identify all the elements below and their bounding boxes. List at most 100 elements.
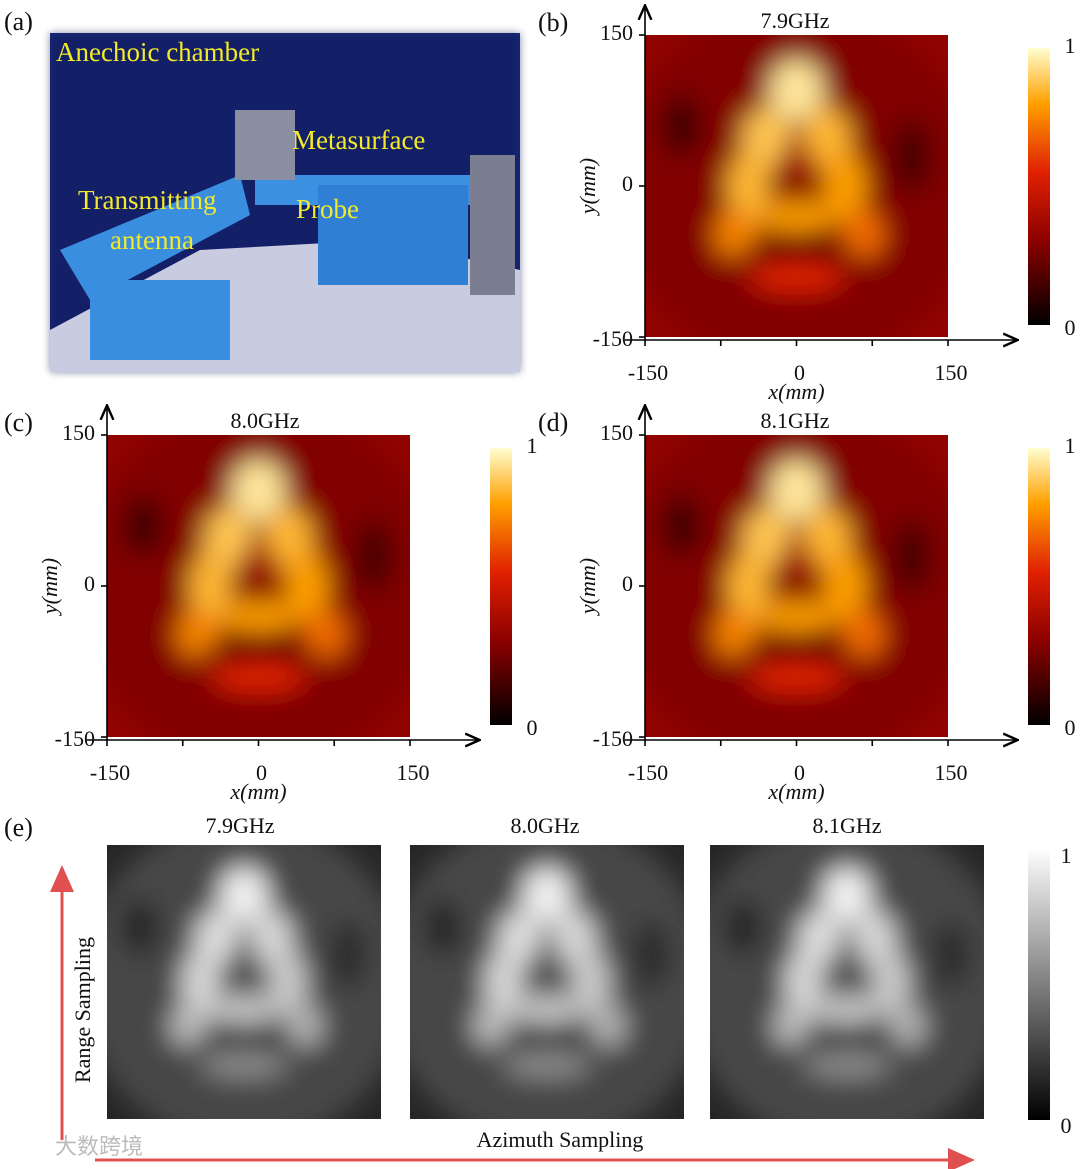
blob (426, 899, 460, 955)
blob (176, 610, 220, 659)
heatmap-blobs (410, 845, 684, 1119)
arrow-label: Range Sampling (70, 937, 95, 1083)
panel-label: (a) (4, 7, 33, 36)
heatmap (645, 435, 948, 737)
blob (823, 552, 867, 620)
colorbar-label: 1 (1061, 843, 1072, 868)
blob (802, 107, 852, 168)
blob (492, 1034, 602, 1051)
annotation: antenna (110, 225, 194, 255)
map-title: 8.0GHz (230, 408, 299, 433)
blob (410, 845, 684, 1119)
blob (830, 943, 864, 977)
block (90, 280, 230, 360)
blob (285, 1003, 324, 1048)
blob (783, 951, 823, 1013)
blob (180, 951, 220, 1013)
blob (802, 507, 852, 568)
panel-label: (e) (4, 813, 33, 842)
blob (194, 910, 239, 966)
heatmap-blobs (645, 435, 948, 737)
y-axis-label: y(mm) (575, 158, 600, 216)
blob (170, 1003, 209, 1048)
blob (634, 921, 668, 988)
blob (219, 866, 269, 922)
heatmap (645, 35, 948, 337)
blob (792, 1034, 902, 1051)
x-tick-label: 0 (794, 360, 805, 385)
blob (710, 845, 984, 1119)
colorbar-label: 1 (527, 433, 538, 458)
blob (757, 601, 836, 632)
blob (125, 495, 162, 556)
blob (285, 552, 329, 620)
blob (107, 435, 410, 737)
colorbar (1028, 48, 1050, 325)
annotation: Metasurface (292, 125, 425, 155)
x-tick-label: -150 (628, 760, 668, 785)
colorbar (1028, 848, 1050, 1120)
x-tick-label: 150 (935, 760, 968, 785)
blob (811, 995, 883, 1024)
blob (522, 866, 572, 922)
y-tick-label: -150 (593, 726, 633, 751)
blob (841, 610, 885, 659)
y-axis-label: y(mm) (37, 558, 62, 616)
colorbar (490, 448, 512, 725)
colorbar (1028, 448, 1050, 725)
blob (203, 507, 253, 568)
blob (741, 107, 791, 168)
y-tick-label: -150 (593, 326, 633, 351)
y-tick-label: -150 (55, 726, 95, 751)
y-tick-label: 0 (84, 571, 95, 596)
blob (841, 210, 885, 259)
blob (769, 459, 824, 520)
blob (552, 910, 597, 966)
map-title: 7.9GHz (205, 813, 274, 838)
blob (797, 910, 842, 966)
blob (197, 643, 320, 662)
colorbar-label: 1 (1065, 33, 1076, 58)
y-axis-label: y(mm) (575, 558, 600, 616)
blob (483, 951, 523, 1013)
blob (240, 543, 277, 580)
blob (888, 1003, 927, 1048)
map-title: 8.0GHz (510, 813, 579, 838)
blob (748, 261, 845, 292)
blob (773, 1003, 812, 1048)
blob (726, 152, 770, 220)
blob (530, 943, 564, 977)
blob (303, 610, 347, 659)
blob (210, 661, 307, 692)
blob (107, 845, 381, 1119)
blob (227, 943, 261, 977)
block (60, 175, 250, 300)
blob (735, 643, 858, 662)
metasurface (235, 110, 295, 180)
heatmap (107, 435, 410, 737)
blob (726, 899, 760, 955)
colorbar-label: 0 (1061, 1113, 1072, 1138)
blob (264, 507, 314, 568)
y-tick-label: 0 (622, 571, 633, 596)
blob (663, 95, 700, 156)
photo (50, 33, 520, 372)
heatmap (107, 845, 381, 1119)
y-tick-label: 150 (600, 420, 633, 445)
y-tick-label: 150 (600, 20, 633, 45)
blob (219, 601, 298, 632)
x-tick-label: 0 (794, 760, 805, 785)
blob (735, 243, 858, 262)
panel-label: (b) (538, 8, 568, 37)
blob (823, 152, 867, 220)
panel-label: (c) (4, 408, 33, 437)
map-title: 8.1GHz (812, 813, 881, 838)
blob (741, 507, 791, 568)
blob (757, 201, 836, 232)
x-axis-label: x(mm) (229, 779, 286, 804)
blob (748, 661, 845, 692)
blob (778, 543, 815, 580)
blob (268, 951, 308, 1013)
map-title: 8.1GHz (760, 408, 829, 433)
blob (189, 1034, 299, 1051)
